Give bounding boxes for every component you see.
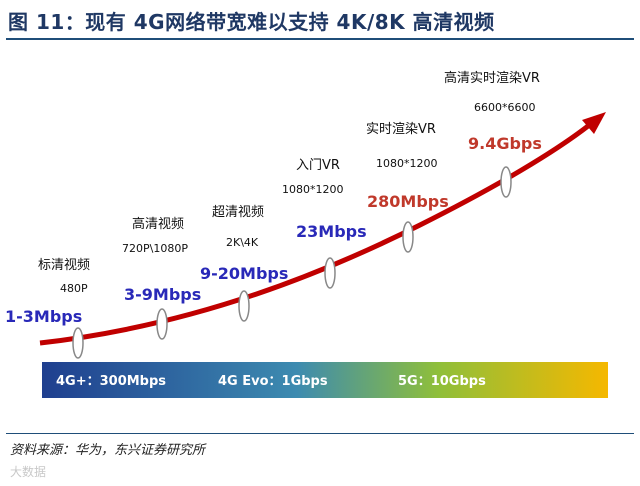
bandwidth-label: 280Mbps [367,192,449,211]
source-note: 资料来源：华为，东兴证券研究所 [10,443,206,458]
category-label: 实时渲染VR [366,122,436,137]
point-marker [324,257,336,289]
bandwidth-label: 3-9Mbps [124,285,201,304]
point-marker [402,221,414,253]
point-marker [72,327,84,359]
category-label: 标清视频 [38,258,90,273]
point-marker [156,308,168,340]
resolution-label: 720P\1080P [122,242,188,255]
title-divider [6,38,634,40]
network-band-label: 4G Evo：1Gbps [218,374,328,389]
resolution-label: 1080*1200 [376,157,438,170]
curve-arrowhead [582,112,606,134]
footer-divider [6,433,634,434]
resolution-label: 2K\4K [226,236,259,249]
bandwidth-label: 23Mbps [296,222,367,241]
bandwidth-label: 9.4Gbps [468,134,542,153]
bandwidth-label: 9-20Mbps [200,264,288,283]
figure-title: 图 11：现有 4G网络带宽难以支持 4K/8K 高清视频 [8,10,495,34]
category-label: 入门VR [296,158,340,173]
category-label: 高清视频 [132,216,184,232]
network-band-label: 5G：10Gbps [398,374,486,389]
watermark: 大数据 [10,465,47,479]
resolution-label: 1080*1200 [282,183,344,196]
bandwidth-chart: 标清视频 480P 1-3Mbps 高清视频 720P\1080P 3-9Mbps 超清视频… [5,70,608,398]
bandwidth-label: 1-3Mbps [5,307,82,326]
network-band-label: 4G+：300Mbps [56,374,166,389]
resolution-label: 480P [60,282,88,295]
category-label: 高清实时渲染VR [444,70,540,86]
point-marker [500,166,512,198]
resolution-label: 6600*6600 [474,101,536,114]
point-marker [238,290,250,322]
network-band [42,362,608,398]
category-label: 超清视频 [212,205,264,220]
